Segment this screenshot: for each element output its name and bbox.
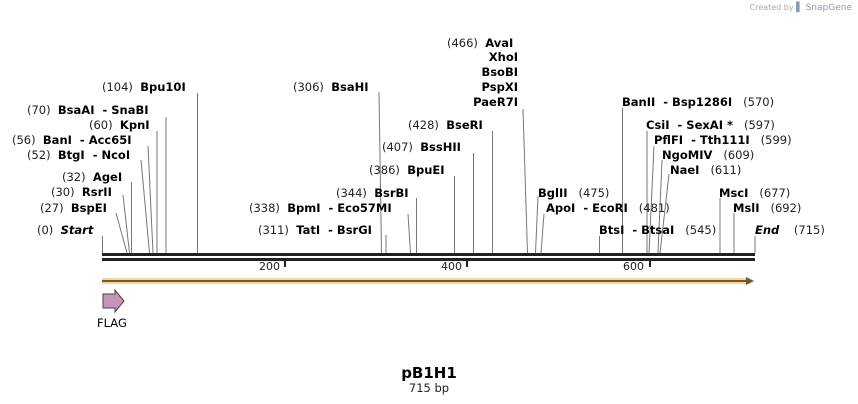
site-btsi-btsai[interactable]: BtsI - BtsaI (545): [599, 223, 717, 237]
site-xhoi[interactable]: XhoI: [488, 50, 518, 64]
tick-200: [284, 261, 286, 267]
site-bglii[interactable]: BglII (475): [538, 186, 610, 200]
site-bsaai-snabi[interactable]: (70) BsaAI - SnaBI: [27, 103, 149, 117]
site-bsahi[interactable]: (306) BsaHI: [293, 80, 369, 94]
site-bspei[interactable]: (27) BspEI: [40, 201, 107, 215]
site-kpni[interactable]: (60) KpnI: [89, 118, 150, 132]
site-leader-lines: [102, 91, 756, 254]
tick-label-200: 200: [259, 260, 280, 273]
orf-arrowhead: [746, 277, 754, 285]
site-rsrii[interactable]: (30) RsrII: [51, 185, 112, 199]
map-length: 715 bp: [408, 381, 450, 395]
feature-label-flag[interactable]: FLAG: [97, 316, 127, 330]
site-bpu10i[interactable]: (104) Bpu10I: [102, 80, 186, 94]
site-msli[interactable]: MslI (692): [733, 201, 802, 215]
snapgene-logo: ▌: [796, 3, 804, 13]
site-apoi-ecori[interactable]: ApoI - EcoRI (481): [546, 201, 670, 215]
site-bani-acc65i[interactable]: (56) BanI - Acc65I: [12, 133, 132, 147]
site-ngomiv[interactable]: NgoMIV (609): [662, 148, 755, 162]
site-bseri[interactable]: (428) BseRI: [408, 118, 483, 132]
site-avai[interactable]: (466) AvaI: [447, 36, 514, 50]
site-bpuei[interactable]: (386) BpuEI: [369, 163, 445, 177]
map-title: pB1H1: [401, 364, 457, 382]
site-bsshii[interactable]: (407) BssHII: [382, 140, 461, 154]
site-banii-bsp1286i[interactable]: BanII - Bsp1286I (570): [622, 95, 775, 109]
site-paer7i[interactable]: PaeR7I: [473, 95, 518, 109]
site-bsrbi[interactable]: (344) BsrBI: [336, 186, 409, 200]
site-pflfi-tth111i[interactable]: PflFI - Tth111I (599): [654, 133, 792, 147]
site-msci[interactable]: MscI (677): [719, 186, 791, 200]
backbone-bottom: [102, 258, 755, 261]
snapgene-credit: Created by ▌ SnapGene: [750, 3, 852, 13]
credit-brand: SnapGene: [805, 3, 852, 13]
site-pspxi[interactable]: PspXI: [481, 80, 518, 94]
site-naei[interactable]: NaeI (611): [670, 163, 742, 177]
flag-feature-arrow: [102, 288, 125, 314]
site-btgi-ncoi[interactable]: (52) BtgI - NcoI: [27, 148, 131, 162]
tick-600: [649, 261, 651, 267]
site-bpmi-eco57mi[interactable]: (338) BpmI - Eco57MI: [249, 201, 392, 215]
tick-label-400: 400: [441, 260, 462, 273]
site-tati-bsrgi[interactable]: (311) TatI - BsrGI: [258, 223, 372, 237]
site-start[interactable]: (0) Start: [37, 223, 94, 237]
site-csii-sexai[interactable]: CsiI - SexAI * (597): [646, 118, 775, 132]
site-agei[interactable]: (32) AgeI: [62, 170, 123, 184]
site-bsobi[interactable]: BsoBI: [481, 65, 518, 79]
site-end[interactable]: End (715): [755, 223, 825, 237]
tick-400: [466, 261, 468, 267]
credit-prefix: Created by: [749, 3, 794, 12]
tick-label-600: 600: [623, 260, 644, 273]
backbone-top: [102, 253, 755, 256]
